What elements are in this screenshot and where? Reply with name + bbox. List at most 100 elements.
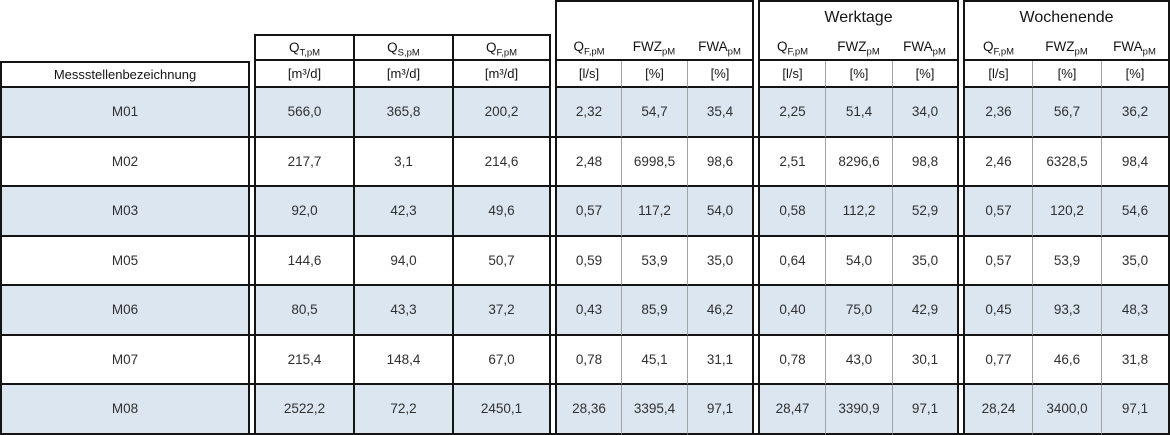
value-cell: 80,5	[254, 286, 353, 336]
group-gap	[959, 237, 964, 286]
group-gap	[551, 88, 555, 138]
col-header-qf: QF,pM	[452, 34, 551, 61]
col-header-fwz-werktage: FWZpM	[825, 34, 893, 61]
value-cell: 75,0	[825, 286, 893, 336]
group-title-werktage: Werktage	[758, 0, 960, 34]
value-cell: 97,1	[892, 385, 960, 435]
group-gap	[959, 336, 964, 385]
value-cell: 94,0	[353, 236, 452, 286]
value-cell: 92,0	[254, 187, 353, 237]
value-cell: 3395,4	[621, 385, 687, 435]
unit-cell: [%]	[621, 61, 687, 88]
value-cell: 3390,9	[825, 385, 893, 435]
value-cell: 148,4	[353, 335, 452, 385]
group-gap	[250, 385, 254, 435]
group-gap	[551, 237, 555, 286]
value-cell: 43,3	[353, 286, 452, 336]
group-gap	[551, 385, 555, 435]
col-header-fwz-overall: FWZpM	[621, 34, 687, 61]
value-cell: 34,0	[892, 88, 960, 138]
group-gap	[551, 336, 555, 385]
value-cell: 42,9	[892, 286, 960, 336]
value-cell: 2,25	[758, 88, 826, 138]
col-header-fwz-wochenende: FWZpM	[1032, 34, 1102, 61]
value-cell: 214,6	[452, 137, 551, 187]
row-label: M02	[0, 137, 250, 187]
value-cell: 2522,2	[254, 385, 353, 435]
value-cell: 0,57	[963, 187, 1033, 237]
value-cell: 217,7	[254, 137, 353, 187]
value-cell: 35,0	[892, 236, 960, 286]
value-cell: 85,9	[621, 286, 687, 336]
symbol-base: FWA	[698, 39, 728, 54]
group-gap	[250, 336, 254, 385]
value-cell: 120,2	[1032, 187, 1102, 237]
blank-corner	[0, 0, 250, 34]
symbol-sub: pM	[866, 46, 880, 58]
value-cell: 54,0	[825, 236, 893, 286]
value-cell: 144,6	[254, 236, 353, 286]
symbol-sub: pM	[932, 46, 946, 58]
group-gap	[250, 88, 254, 138]
group-gap	[959, 286, 964, 336]
row-label: M01	[0, 88, 250, 138]
value-cell: 35,0	[687, 236, 755, 286]
symbol-base: FWZ	[837, 39, 867, 54]
group-title-row: Werktage Wochenende	[0, 0, 1170, 34]
col-header-qf-overall: QF,pM	[555, 34, 621, 61]
value-cell: 0,40	[758, 286, 826, 336]
symbol-sub: pM	[662, 46, 676, 58]
group-title-wochenende: Wochenende	[963, 0, 1170, 34]
group-gap	[250, 237, 254, 286]
value-cell: 54,6	[1101, 187, 1170, 237]
value-cell: 31,1	[687, 335, 755, 385]
value-cell: 0,58	[758, 187, 826, 237]
table-row: M03 92,0 42,3 49,6 0,57 117,2 54,0 0,58 112,2 52,…	[0, 187, 1170, 237]
table-header: Werktage Wochenende QT,pM QS,pM QF,pM QF…	[0, 0, 1170, 88]
table-row: M02 217,7 3,1 214,6 2,48 6998,5 98,6 2,51 8296,6…	[0, 137, 1170, 187]
value-cell: 31,8	[1101, 335, 1170, 385]
value-cell: 200,2	[452, 88, 551, 138]
group-gap	[754, 88, 759, 138]
col-header-qf-wochenende: QF,pM	[963, 34, 1033, 61]
unit-cell: [l/s]	[555, 61, 621, 88]
symbol-base: Q	[485, 40, 497, 55]
symbol-sub: F,pM	[993, 46, 1015, 58]
value-cell: 0,59	[555, 236, 621, 286]
value-cell: 50,7	[452, 236, 551, 286]
value-cell: 215,4	[254, 335, 353, 385]
unit-cell: [l/s]	[963, 61, 1033, 88]
value-cell: 72,2	[353, 385, 452, 435]
value-cell: 97,1	[687, 385, 755, 435]
value-cell: 54,0	[687, 187, 755, 237]
col-header-fwa-werktage: FWApM	[892, 34, 960, 61]
value-cell: 45,1	[621, 335, 687, 385]
group-gap	[551, 187, 555, 237]
group-gap	[959, 385, 964, 435]
col-header-qs: QS,pM	[353, 34, 452, 61]
value-cell: 52,9	[892, 187, 960, 237]
value-cell: 365,8	[353, 88, 452, 138]
corner-label: Messstellenbezeichnung	[0, 61, 250, 88]
value-cell: 3400,0	[1032, 385, 1102, 435]
value-cell: 28,47	[758, 385, 826, 435]
value-cell: 0,45	[963, 286, 1033, 336]
group-gap	[250, 286, 254, 336]
symbol-sub: F,pM	[496, 47, 518, 59]
value-cell: 42,3	[353, 187, 452, 237]
value-cell: 43,0	[825, 335, 893, 385]
symbol-base: Q	[573, 39, 584, 54]
symbol-base: Q	[387, 40, 398, 55]
value-cell: 3,1	[353, 137, 452, 187]
unit-cell: [m³/d]	[353, 61, 452, 88]
value-cell: 35,4	[687, 88, 755, 138]
value-cell: 98,6	[687, 137, 755, 187]
value-cell: 98,4	[1101, 137, 1170, 187]
col-header-fwa-overall: FWApM	[687, 34, 755, 61]
value-cell: 2450,1	[452, 385, 551, 435]
symbol-base: Q	[288, 40, 300, 55]
value-cell: 28,24	[963, 385, 1033, 435]
unit-header-row: Messstellenbezeichnung [m³/d] [m³/d] [m³…	[0, 61, 1170, 88]
value-cell: 0,57	[963, 236, 1033, 286]
value-cell: 0,78	[758, 335, 826, 385]
